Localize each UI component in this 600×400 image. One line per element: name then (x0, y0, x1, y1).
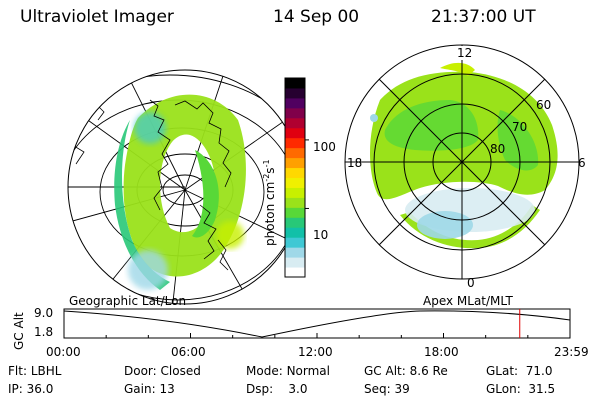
info-dsp-label: Dsp: (246, 382, 274, 396)
info-gc-alt-label: GC Alt: (364, 364, 406, 378)
info-mode-value: Normal (286, 364, 330, 378)
right-aurora (370, 62, 558, 249)
colorbar-swatch (285, 78, 305, 89)
info-gain-value: 13 (159, 382, 175, 396)
info-gain: Gain: 13 (124, 382, 175, 396)
colorbar-swatch (285, 207, 305, 218)
info-ip-value: 36.0 (26, 382, 54, 396)
info-mode: Mode: Normal (246, 364, 330, 378)
colorbar-swatch (285, 237, 305, 248)
colorbar-swatch (285, 247, 305, 258)
info-door-value: Closed (160, 364, 201, 378)
colorbar-swatch (285, 157, 305, 169)
date-label: 14 Sep 00 (273, 7, 360, 27)
colorbar-swatch (285, 177, 305, 188)
timeline-y-label: GC Alt (12, 312, 26, 350)
info-dsp-value: 3.0 (288, 382, 308, 396)
info-gain-label: Gain: (124, 382, 156, 396)
colorbar-swatch (285, 167, 305, 178)
mlt-label-6: 6 (578, 156, 586, 170)
colorbar-swatch (285, 127, 305, 139)
info-glon-value: 31.5 (528, 382, 556, 396)
info-glon: GLon: 31.5 (486, 382, 555, 396)
mlt-label-18: 18 (347, 156, 363, 170)
colorbar-swatch (285, 227, 305, 238)
info-seq-value: 39 (394, 382, 410, 396)
info-glat: GLat: 71.0 (486, 364, 552, 378)
colorbar-swatch (285, 147, 305, 159)
colorbar-swatch (285, 217, 305, 228)
colorbar-swatch (285, 137, 305, 149)
mlt-label-12: 12 (457, 46, 473, 60)
colorbar-swatch (285, 267, 305, 278)
info-seq-label: Seq: (364, 382, 391, 396)
info-glat-value: 71.0 (525, 364, 553, 378)
info-glon-label: GLon: (486, 382, 521, 396)
mlt-label-0: 0 (467, 276, 475, 290)
colorbar-swatch (285, 87, 305, 99)
left-aurora (114, 94, 246, 290)
info-filter-value: LBHL (30, 364, 62, 378)
colorbar-frame (284, 77, 306, 278)
instrument-title: Ultraviolet Imager (20, 7, 174, 27)
info-dsp: Dsp: 3.0 (246, 382, 308, 396)
colorbar-unit-sup1: -2 (262, 173, 271, 182)
colorbar-swatch (285, 97, 305, 109)
timeline-x-tick: 12:00 (298, 345, 333, 359)
timeline-x-tick: 00:00 (46, 345, 81, 359)
colorbar-swatch (285, 257, 305, 268)
info-gc-alt-value: 8.6 Re (409, 364, 448, 378)
timeline-y-tick-high: 9.0 (34, 306, 54, 320)
info-seq: Seq: 39 (364, 382, 410, 396)
colorbar-unit-s: s (263, 167, 277, 174)
orbit-timeline (63, 308, 571, 339)
colorbar-unit-sup2: -1 (262, 159, 271, 168)
color-scale (284, 77, 309, 278)
info-ip-label: IP: (8, 382, 23, 396)
left-panel-caption: Geographic Lat/Lon (69, 294, 187, 308)
info-mode-label: Mode: (246, 364, 283, 378)
magnetic-polar-plot (344, 44, 580, 280)
mlat-label-70: 70 (512, 120, 528, 134)
right-panel-caption: Apex MLat/MLT (423, 294, 513, 308)
colorbar-unit-base: photon cm (263, 181, 277, 246)
info-glat-label: GLat: (486, 364, 519, 378)
time-label: 21:37:00 UT (431, 7, 536, 27)
timeline-x-tick: 23:59 (554, 345, 589, 359)
info-door-label: Door: (124, 364, 157, 378)
info-gc-alt: GC Alt: 8.6 Re (364, 364, 448, 378)
info-ip: IP: 36.0 (8, 382, 53, 396)
colorbar-tick-10: 10 (313, 228, 329, 242)
timeline-x-tick: 06:00 (171, 345, 206, 359)
mlat-label-60: 60 (536, 98, 552, 112)
mlat-label-80: 80 (490, 142, 506, 156)
colorbar-swatch (285, 197, 305, 208)
info-filter: Flt: LBHL (8, 364, 61, 378)
colorbar-unit-label: photon cm-2s-1 (262, 159, 277, 246)
timeline-y-tick-low: 1.8 (34, 325, 54, 339)
info-door: Door: Closed (124, 364, 201, 378)
colorbar-swatch (285, 187, 305, 198)
colorbar-tick-100: 100 (313, 140, 336, 154)
info-filter-label: Flt: (8, 364, 27, 378)
colorbar-swatch (285, 117, 305, 129)
timeline-x-tick: 18:00 (424, 345, 459, 359)
colorbar-swatch (285, 107, 305, 119)
